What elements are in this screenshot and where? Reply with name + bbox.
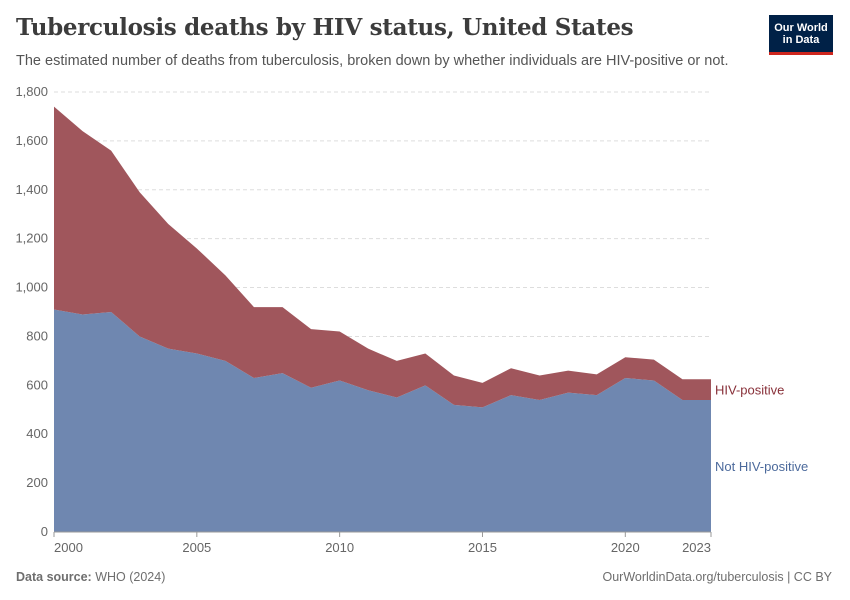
chart-title: Tuberculosis deaths by HIV status, Unite… <box>16 14 634 41</box>
series-label-not-hiv-positive: Not HIV-positive <box>715 459 808 474</box>
chart-subtitle: The estimated number of deaths from tube… <box>16 53 729 69</box>
logo-line-2: in Data <box>782 33 820 46</box>
series-area-not-hiv-positive <box>54 309 711 532</box>
y-tick-label: 1,600 <box>15 133 48 148</box>
data-source: Data source: WHO (2024) <box>16 570 165 584</box>
x-tick-label: 2010 <box>325 540 354 555</box>
data-source-value[interactable]: WHO (2024) <box>95 570 166 584</box>
data-source-label: Data source: <box>16 570 92 584</box>
y-tick-label: 0 <box>41 524 48 539</box>
y-tick-label: 600 <box>26 377 48 392</box>
y-tick-label: 1,000 <box>15 280 48 295</box>
x-tick-label: 2023 <box>682 540 711 555</box>
series-label-hiv-positive: HIV-positive <box>715 383 784 398</box>
x-tick-label: 2005 <box>182 540 211 555</box>
y-tick-label: 1,400 <box>15 182 48 197</box>
x-tick-label: 2015 <box>468 540 497 555</box>
y-tick-label: 1,800 <box>15 84 48 99</box>
y-tick-label: 800 <box>26 328 48 343</box>
logo-line-1: Our World <box>774 21 828 34</box>
y-tick-label: 1,200 <box>15 231 48 246</box>
owid-logo[interactable]: Our World in Data <box>769 15 833 55</box>
x-tick-label: 2000 <box>54 540 83 555</box>
x-tick-label: 2020 <box>611 540 640 555</box>
source-url[interactable]: OurWorldinData.org/tuberculosis | CC BY <box>602 570 833 584</box>
series-area-hiv-positive <box>54 106 711 408</box>
y-tick-label: 200 <box>26 475 48 490</box>
y-tick-label: 400 <box>26 426 48 441</box>
